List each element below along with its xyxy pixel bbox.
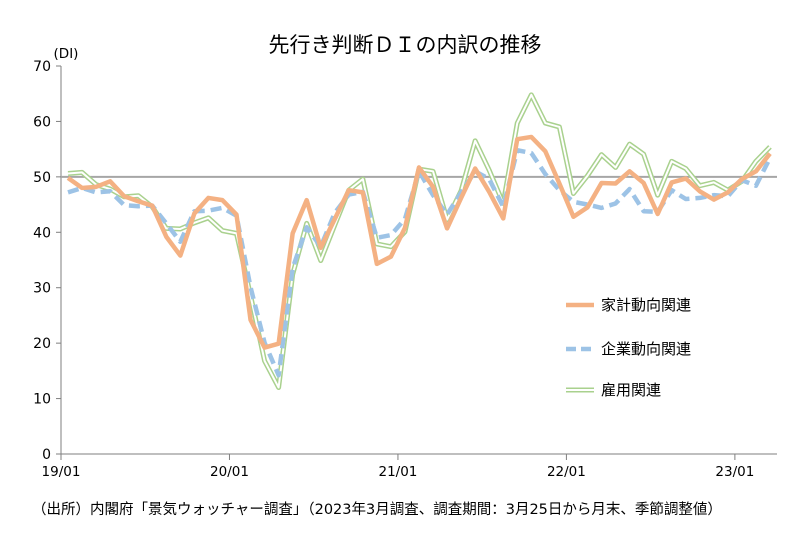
y-tick-label-5: 50 bbox=[33, 170, 51, 186]
x-tick-label-1: 20/01 bbox=[210, 464, 249, 480]
legend-label-2: 雇用関連 bbox=[601, 381, 661, 399]
legend-label-0: 家計動向関連 bbox=[601, 296, 691, 314]
y-tick-label-0: 0 bbox=[42, 447, 51, 463]
x-tick-label-4: 23/01 bbox=[715, 464, 754, 480]
y-tick-label-6: 60 bbox=[33, 114, 51, 130]
y-tick-label-1: 10 bbox=[33, 392, 51, 408]
chart-title: 先行き判断ＤＩの内訳の推移 bbox=[269, 33, 542, 57]
x-tick-label-0: 19/01 bbox=[42, 464, 81, 480]
y-tick-label-3: 30 bbox=[33, 281, 51, 297]
source-note: （出所）内閣府「景気ウォッチャー調査」（2023年3月調査、調査期間：3月25日… bbox=[32, 502, 722, 518]
y-tick-label-7: 70 bbox=[33, 59, 51, 75]
x-tick-label-3: 22/01 bbox=[547, 464, 586, 480]
y-tick-label-4: 40 bbox=[33, 225, 51, 241]
y-axis-unit-label: (DI) bbox=[54, 46, 79, 62]
x-tick-label-2: 21/01 bbox=[378, 464, 417, 480]
legend-label-1: 企業動向関連 bbox=[601, 340, 691, 358]
y-tick-label-2: 20 bbox=[33, 336, 51, 352]
plot-area: 0 10 20 30 40 50 60 70 19/01 20/01 21/01 22/01 23/01… bbox=[33, 59, 777, 480]
series-line-0 bbox=[66, 134, 772, 350]
